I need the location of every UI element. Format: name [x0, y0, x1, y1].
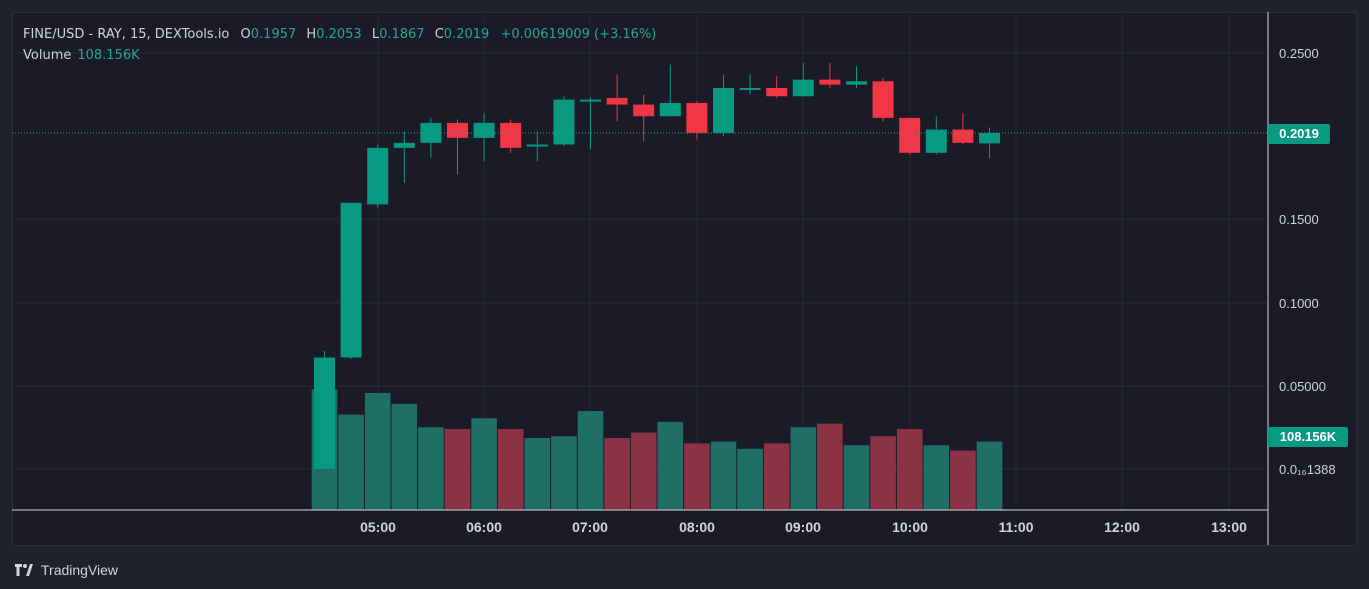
last-price-badge: 0.2019: [1268, 124, 1330, 144]
time-axis-labels: 05:00 06:00 07:00 08:00 09:00 10:00 11:00 12:00…: [360, 519, 1247, 535]
tradingview-attribution[interactable]: TradingView: [12, 562, 118, 578]
time-tick-label: 10:00: [892, 519, 928, 535]
ohlc-legend: FINE/USD - RAY, 15, DEXTools.io O0.1957 …: [23, 24, 656, 66]
low-key: L: [371, 27, 380, 42]
price-tick-label: 0.05000: [1279, 379, 1326, 394]
high-key: H: [306, 27, 317, 42]
candle-body: [952, 129, 974, 143]
last-volume-label: 108.156K: [1280, 429, 1337, 444]
ohlc-row: FINE/USD - RAY, 15, DEXTools.io O0.1957 …: [23, 24, 656, 45]
price-axis-labels: 0.2500 0.1500 0.1000 0.05000 0.0₁₆1388: [1279, 46, 1336, 477]
volume-bar: [471, 418, 497, 510]
candle-body: [925, 129, 947, 153]
candle-body: [420, 122, 442, 143]
time-tick-label: 09:00: [785, 519, 821, 535]
candle-body: [473, 122, 495, 138]
candle-body: [659, 102, 681, 117]
volume-label: Volume: [23, 48, 72, 63]
open-key: O: [240, 27, 251, 42]
volume-bar: [364, 393, 391, 510]
volume-bar: [551, 436, 577, 510]
time-tick-label: 05:00: [360, 519, 396, 535]
time-tick-label: 13:00: [1211, 519, 1247, 535]
volume-bar: [338, 414, 364, 510]
candle-body: [447, 122, 468, 138]
price-tick-label: 0.2500: [1279, 46, 1319, 61]
volume-bar: [630, 432, 657, 510]
volume-bar: [657, 421, 684, 510]
candle-body: [686, 102, 708, 133]
volume-bar: [418, 427, 444, 510]
volume-bar: [817, 423, 843, 510]
last-price-label: 0.2019: [1279, 126, 1319, 141]
tradingview-logo-icon: [15, 564, 33, 576]
volume-bar: [843, 445, 870, 510]
symbol-label: FINE/USD - RAY, 15, DEXTools.io: [23, 27, 230, 42]
candle-body: [766, 87, 788, 97]
time-tick-label: 12:00: [1104, 519, 1140, 535]
time-tick-label: 07:00: [572, 519, 608, 535]
volume-bar: [391, 403, 418, 510]
open-value: 0.1957: [250, 27, 297, 42]
volume-bar: [950, 450, 976, 510]
volume-bar: [763, 443, 790, 510]
candle-body: [553, 99, 575, 145]
volume-bar: [444, 429, 471, 510]
candle-body: [500, 122, 522, 148]
candle-body: [580, 99, 601, 102]
close-key: C: [434, 27, 444, 42]
candle-body: [526, 144, 548, 147]
volume-value: 108.156K: [77, 48, 140, 63]
tradingview-brand: TradingView: [41, 562, 119, 578]
volume-bar: [604, 438, 630, 510]
volume-bar: [923, 445, 950, 510]
candle-body: [367, 147, 389, 205]
candle-body: [393, 142, 415, 148]
candle-body: [633, 104, 655, 117]
candle-body: [872, 81, 894, 118]
volume-bar: [684, 443, 710, 510]
price-tick-label: 0.1000: [1279, 296, 1319, 311]
time-tick-label: 08:00: [679, 519, 715, 535]
time-tick-label: 11:00: [998, 519, 1033, 535]
volume-bar: [896, 429, 923, 510]
volume-bar: [737, 448, 763, 510]
last-volume-badge: 108.156K: [1268, 427, 1348, 447]
volume-bars: [311, 389, 1003, 510]
candle-body: [739, 87, 761, 90]
volume-bar: [497, 429, 524, 510]
price-tick-label: 0.0₁₆1388: [1279, 462, 1336, 477]
volume-row: Volume 108.156K: [23, 45, 656, 66]
volume-bar: [976, 441, 1003, 510]
change-value: +0.00619009 (+3.16%): [500, 27, 657, 42]
candle-body: [819, 79, 841, 85]
close-value: 0.2019: [443, 27, 490, 42]
volume-bar: [710, 441, 737, 510]
candle-body: [340, 202, 362, 358]
low-value: 0.1867: [379, 27, 425, 42]
candle-body: [846, 81, 867, 85]
candle-body: [979, 133, 1000, 144]
volume-bar: [577, 411, 604, 510]
volume-bar: [790, 427, 817, 510]
price-tick-label: 0.1500: [1279, 212, 1319, 227]
time-tick-label: 06:00: [466, 519, 502, 535]
high-value: 0.2053: [316, 27, 362, 42]
volume-bar: [524, 438, 551, 510]
candle-body: [606, 97, 628, 105]
volume-bar: [870, 436, 896, 510]
candle-body: [314, 357, 335, 469]
candle-body: [899, 117, 921, 153]
candle-body: [713, 87, 734, 133]
candle-body: [792, 79, 814, 97]
